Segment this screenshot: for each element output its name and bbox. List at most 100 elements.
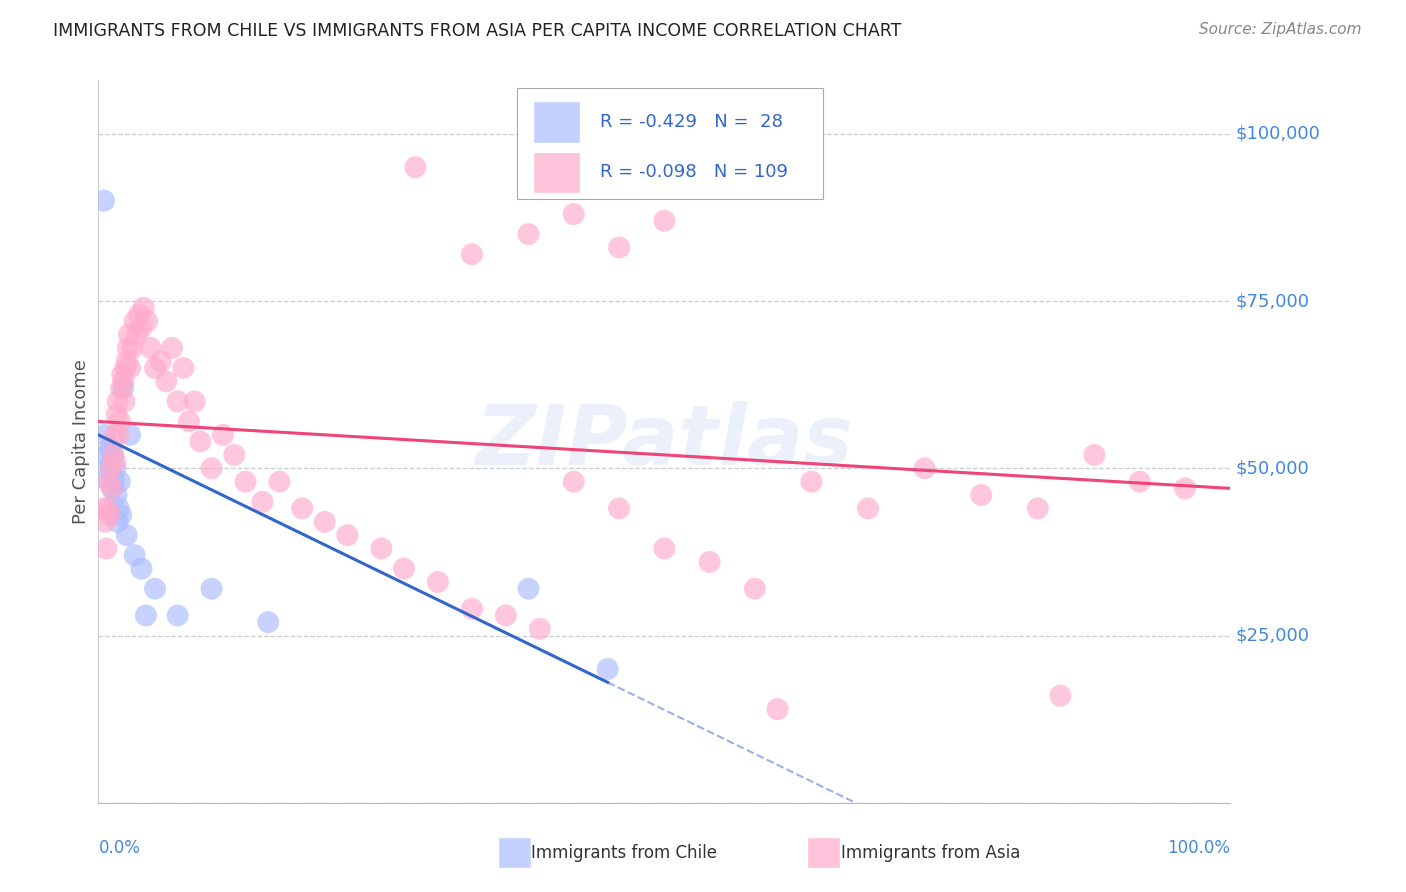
Point: [96, 461, 118, 475]
Point: [744, 582, 766, 596]
Point: [112, 381, 135, 395]
Point: [596, 662, 619, 676]
FancyBboxPatch shape: [517, 87, 823, 200]
Point: [107, 394, 129, 409]
Point: [96, 541, 118, 556]
Point: [117, 341, 139, 355]
Y-axis label: Per Capita Income: Per Capita Income: [72, 359, 90, 524]
Point: [201, 461, 224, 475]
Point: [110, 381, 132, 395]
Point: [166, 608, 188, 623]
Text: Source: ZipAtlas.com: Source: ZipAtlas.com: [1198, 22, 1361, 37]
Text: R = -0.429   N =  28: R = -0.429 N = 28: [600, 112, 783, 131]
Point: [125, 327, 148, 342]
Point: [177, 414, 200, 428]
Point: [103, 427, 125, 442]
Point: [314, 515, 336, 529]
Point: [607, 240, 630, 255]
Point: [131, 320, 153, 334]
Point: [136, 314, 159, 328]
Point: [201, 582, 224, 596]
Text: Immigrants from Asia: Immigrants from Asia: [841, 844, 1021, 862]
Point: [107, 501, 129, 516]
Point: [124, 548, 146, 563]
Point: [461, 602, 484, 616]
Point: [183, 394, 205, 409]
Point: [1174, 482, 1197, 496]
Point: [291, 501, 314, 516]
Point: [212, 427, 235, 442]
Point: [108, 475, 131, 489]
Text: $100,000: $100,000: [1236, 125, 1320, 143]
Point: [392, 562, 415, 576]
Point: [135, 608, 157, 623]
Text: Immigrants from Chile: Immigrants from Chile: [531, 844, 717, 862]
Text: ZIPatlas: ZIPatlas: [475, 401, 853, 482]
Point: [370, 541, 392, 556]
Point: [404, 161, 426, 175]
Point: [115, 354, 138, 368]
Point: [118, 327, 141, 342]
Point: [139, 341, 162, 355]
Point: [124, 314, 146, 328]
Point: [495, 608, 517, 623]
Point: [235, 475, 257, 489]
Point: [336, 528, 359, 542]
Point: [93, 501, 115, 516]
Point: [100, 461, 122, 475]
Point: [120, 427, 142, 442]
Point: [172, 361, 194, 376]
Point: [112, 375, 135, 389]
Point: [96, 448, 118, 462]
Point: [149, 354, 172, 368]
Bar: [534, 102, 579, 142]
Point: [1129, 475, 1152, 489]
Point: [1049, 689, 1071, 703]
Point: [105, 488, 128, 502]
Text: 100.0%: 100.0%: [1167, 838, 1230, 857]
Bar: [534, 153, 579, 193]
Point: [517, 582, 540, 596]
Point: [970, 488, 993, 502]
Point: [104, 461, 127, 475]
Point: [517, 227, 540, 241]
Point: [461, 247, 484, 261]
Point: [101, 448, 124, 462]
Point: [97, 475, 120, 489]
Point: [132, 301, 155, 315]
Point: [115, 528, 138, 542]
Point: [121, 341, 143, 355]
Point: [188, 434, 211, 449]
Point: [101, 482, 124, 496]
Point: [104, 454, 127, 469]
Text: $75,000: $75,000: [1236, 292, 1310, 310]
Point: [101, 482, 124, 496]
Point: [108, 414, 131, 428]
Point: [103, 475, 125, 489]
Point: [800, 475, 823, 489]
Point: [699, 555, 721, 569]
Point: [101, 448, 124, 462]
Text: $25,000: $25,000: [1236, 626, 1310, 645]
Point: [93, 194, 115, 208]
Point: [107, 515, 129, 529]
Point: [114, 394, 136, 409]
Point: [94, 515, 117, 529]
Point: [652, 541, 676, 556]
Point: [97, 475, 120, 489]
Point: [96, 501, 118, 516]
Point: [1026, 501, 1049, 516]
Point: [160, 341, 183, 355]
Point: [1083, 448, 1105, 462]
Text: $50,000: $50,000: [1236, 459, 1309, 477]
Point: [105, 408, 128, 422]
Point: [257, 615, 280, 630]
Point: [766, 702, 789, 716]
Point: [143, 361, 166, 376]
Point: [107, 427, 129, 442]
Point: [120, 361, 142, 376]
Point: [252, 494, 274, 508]
Point: [98, 508, 121, 523]
Point: [111, 368, 134, 382]
Point: [562, 207, 585, 221]
